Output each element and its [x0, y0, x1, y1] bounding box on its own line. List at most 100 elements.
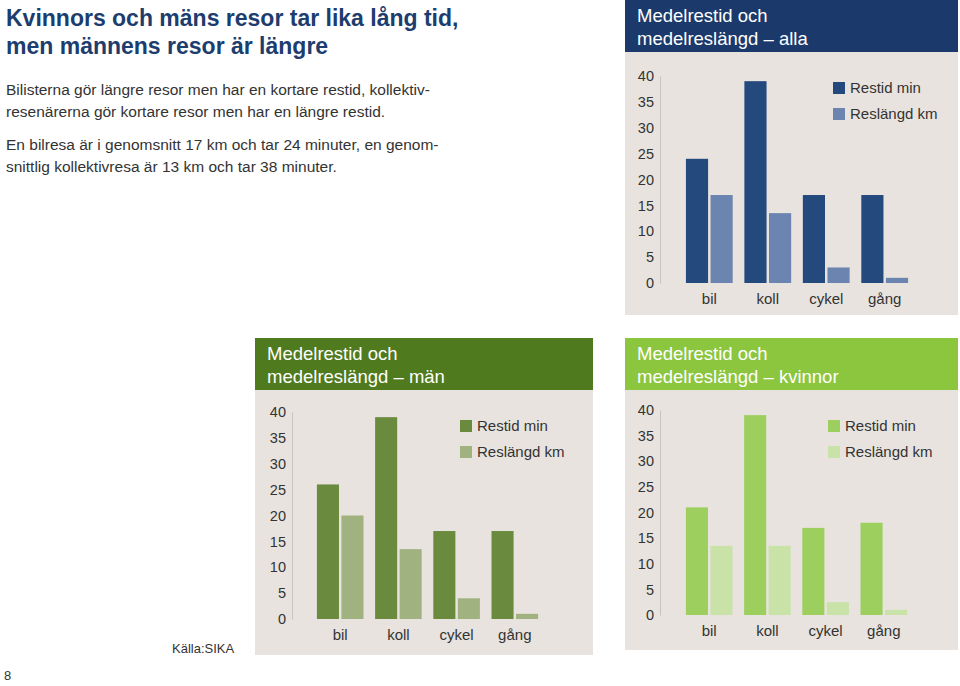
- y-tick: 20: [638, 172, 660, 188]
- axis-line: [660, 411, 661, 616]
- chart-title: Medelrestid ochmedelreslängd – alla: [637, 5, 808, 49]
- y-tick-label: 0: [646, 607, 654, 623]
- chart-title: Medelrestid ochmedelreslängd – män: [267, 343, 445, 387]
- legend-swatch: [828, 420, 840, 432]
- x-tick: bil: [333, 619, 348, 643]
- legend: Restid min Reslängd km: [833, 79, 938, 122]
- y-tick-label: 5: [646, 249, 654, 265]
- y-tick: 35: [638, 428, 660, 444]
- chart: Medelrestid ochmedelreslängd – alla 0 5 10 1…: [625, 0, 958, 315]
- source: Källa:SIKA: [172, 641, 234, 656]
- y-tick-label: 40: [638, 402, 654, 418]
- y-tick-label: 0: [646, 275, 654, 291]
- x-tick-label: gång: [498, 626, 531, 643]
- x-tick-label: gång: [868, 290, 901, 307]
- legend-label: Restid min: [845, 417, 916, 434]
- x-axis: bil koll cykel gång: [684, 615, 911, 639]
- y-tick-label: 15: [270, 534, 286, 550]
- axis-line: [292, 413, 293, 620]
- axis-line: [684, 615, 911, 616]
- y-tick: 0: [278, 611, 292, 627]
- y-tick: 35: [270, 430, 292, 446]
- x-axis: bilkollcykelgång: [684, 283, 912, 307]
- y-tick: 20: [270, 508, 292, 524]
- x-tick: gång: [867, 615, 900, 639]
- bar: [686, 159, 708, 283]
- bar: [861, 523, 883, 615]
- legend-swatch: [828, 446, 840, 458]
- chart-header: [255, 338, 593, 390]
- x-tick-label: koll: [387, 626, 410, 643]
- chart-header: [625, 338, 958, 390]
- plot-background: [255, 390, 593, 655]
- y-tick-label: 35: [638, 428, 654, 444]
- x-tick-label: bil: [702, 622, 717, 639]
- x-tick-label: cykel: [440, 626, 474, 643]
- y-tick: 30: [270, 456, 292, 472]
- y-tick: 20: [638, 505, 660, 521]
- bar: [711, 195, 733, 283]
- plot-background: [625, 52, 958, 315]
- title-line: Medelrestid och: [267, 343, 398, 364]
- x-tick-label: gång: [867, 622, 900, 639]
- page: Kvinnors och mäns resor tar lika lång ti…: [0, 0, 960, 686]
- x-tick: cykel: [440, 619, 474, 643]
- y-axis: 0510152025303540: [270, 404, 293, 627]
- legend-swatch: [833, 108, 845, 120]
- legend-label: Reslängd km: [850, 105, 938, 122]
- bar: [769, 546, 791, 615]
- bar: [861, 195, 883, 283]
- y-tick-label: 30: [270, 456, 286, 472]
- y-tick: 15: [638, 198, 660, 214]
- y-tick-label: 20: [270, 508, 286, 524]
- bar: [375, 417, 397, 619]
- bar: [744, 415, 766, 615]
- y-tick-label: 35: [270, 430, 286, 446]
- y-tick: 25: [638, 146, 660, 162]
- y-tick: 10: [638, 223, 660, 239]
- axis-line: [660, 77, 661, 284]
- y-tick: 15: [638, 530, 660, 546]
- bar: [516, 614, 538, 619]
- y-tick: 30: [638, 453, 660, 469]
- x-tick-label: koll: [756, 622, 779, 639]
- x-tick-label: cykel: [809, 622, 843, 639]
- legend-label: Reslängd km: [477, 443, 565, 460]
- y-tick-label: 25: [270, 482, 286, 498]
- title-line: Medelrestid och: [637, 343, 768, 364]
- y-tick-label: 10: [270, 559, 286, 575]
- y-tick-label: 25: [638, 479, 654, 495]
- y-tick-label: 40: [270, 404, 286, 420]
- bar: [802, 528, 824, 615]
- x-tick: koll: [387, 619, 410, 643]
- y-tick: 10: [270, 559, 292, 575]
- legend-swatch: [460, 420, 472, 432]
- axis-line: [315, 619, 542, 620]
- x-tick: bil: [702, 615, 717, 639]
- bar: [458, 598, 480, 619]
- y-tick-label: 10: [638, 223, 654, 239]
- legend-label: Restid min: [850, 79, 921, 96]
- title-line: medelreslängd – kvinnor: [637, 366, 839, 387]
- bar: [686, 507, 708, 615]
- bar: [803, 195, 825, 283]
- y-tick: 40: [638, 402, 660, 418]
- y-tick-label: 15: [638, 530, 654, 546]
- x-tick: cykel: [809, 283, 843, 307]
- bar: [827, 602, 849, 615]
- legend: Restid minReslängd km: [828, 417, 933, 460]
- y-tick: 0: [646, 607, 660, 623]
- paragraph: Bilisterna gör längre resor men har en k…: [6, 81, 430, 120]
- y-tick-label: 40: [638, 68, 654, 84]
- axis-line: [684, 283, 912, 284]
- x-tick: gång: [498, 619, 531, 643]
- title-line: Medelrestid och: [637, 5, 768, 26]
- y-tick-label: 10: [638, 556, 654, 572]
- x-tick-label: cykel: [809, 290, 843, 307]
- y-tick: 0: [646, 275, 660, 291]
- bar: [317, 484, 339, 619]
- legend: Restid minReslängd km: [460, 417, 565, 460]
- y-tick: 15: [270, 534, 292, 550]
- y-tick-label: 30: [638, 453, 654, 469]
- x-axis: bil koll cykel gång: [315, 619, 542, 643]
